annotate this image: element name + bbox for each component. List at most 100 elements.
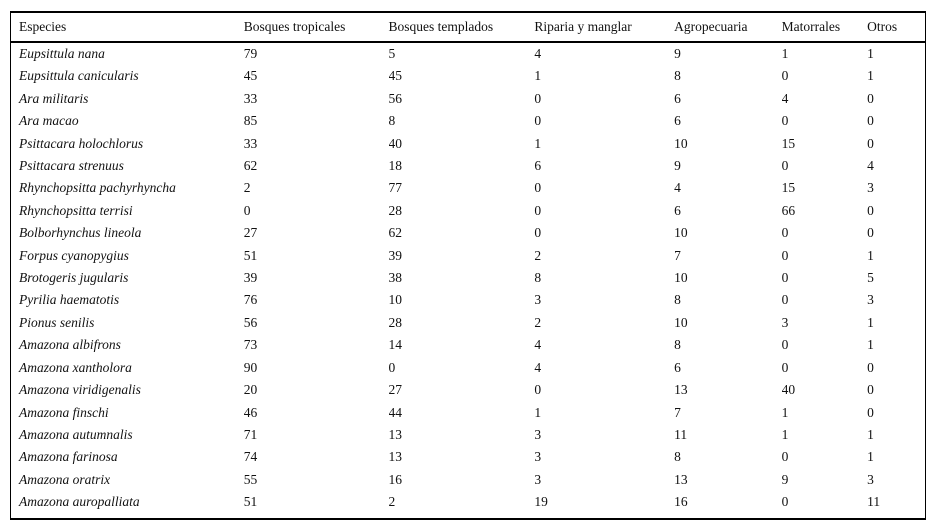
value-cell: 56	[388, 90, 403, 106]
value-cell: 6	[674, 113, 681, 129]
table-row: Amazona viridigenalis 20 27 0 13 40 0	[11, 379, 926, 401]
value-cell: 0	[534, 180, 542, 196]
value-cell: 10	[674, 225, 688, 241]
value-cell: 6	[674, 202, 681, 218]
value-cell: 85	[243, 113, 258, 129]
value-cell: 14	[388, 337, 403, 353]
value-cell: 5	[867, 270, 874, 286]
value-cell: 1	[781, 426, 789, 442]
value-cell: 44	[388, 404, 403, 420]
value-cell: 8	[674, 292, 681, 308]
species-name-cell: Pyrilia haematotis	[19, 292, 120, 308]
table-body: Eupsittula nana 79 5 4 9 1 1 Eupsittula canicul…	[11, 42, 926, 519]
value-cell: 1	[534, 68, 542, 84]
value-cell: 6	[674, 359, 681, 375]
value-cell: 66	[781, 202, 796, 218]
table-row: Amazona autumnalis 71 13 3 11 1 1	[11, 424, 926, 446]
value-cell: 27	[243, 225, 258, 241]
value-cell: 45	[388, 68, 403, 84]
value-cell: 1	[781, 404, 789, 420]
value-cell: 1	[534, 135, 542, 151]
value-cell: 15	[781, 180, 796, 196]
value-cell: 16	[388, 471, 403, 487]
table-row: Amazona xantholora 90 0 4 6 0 0	[11, 357, 926, 379]
species-name-cell: Rhynchopsitta terrisi	[19, 202, 133, 218]
value-cell: 39	[388, 247, 403, 263]
value-cell: 8	[674, 449, 681, 465]
table-row: Pionus senilis 56 28 2 10 3 1	[11, 312, 926, 334]
value-cell: 4	[534, 337, 542, 353]
value-cell: 0	[867, 359, 874, 375]
value-cell: 0	[243, 202, 251, 218]
value-cell: 0	[867, 90, 874, 106]
species-name-cell: Amazona albifrons	[19, 337, 121, 353]
value-cell: 90	[243, 359, 258, 375]
value-cell: 10	[388, 292, 403, 308]
column-header-especies: Especies	[10, 12, 244, 43]
value-cell: 1	[867, 426, 874, 442]
column-header-agropecuaria: Agropecuaria	[674, 12, 782, 43]
species-habitat-table: Especies Bosques tropicales Bosques templa…	[10, 11, 926, 520]
value-cell: 0	[534, 382, 542, 398]
value-cell: 3	[534, 292, 542, 308]
value-cell: 9	[674, 46, 681, 61]
value-cell: 40	[388, 135, 403, 151]
value-cell: 4	[867, 158, 874, 174]
value-cell: 27	[388, 382, 403, 398]
value-cell: 2	[388, 494, 396, 510]
value-cell: 18	[388, 158, 403, 174]
value-cell: 13	[674, 382, 688, 398]
table-row: Ara macao 85 8 0 6 0 0	[11, 110, 926, 132]
value-cell: 0	[781, 225, 789, 241]
value-cell: 33	[243, 135, 258, 151]
species-name-cell: Forpus cyanopygius	[19, 247, 129, 263]
value-cell: 4	[674, 180, 681, 196]
value-cell: 1	[867, 314, 874, 330]
value-cell: 0	[781, 247, 789, 263]
value-cell: 0	[781, 337, 789, 353]
table-row: Ara militaris 33 56 0 6 4 0	[11, 88, 926, 110]
value-cell: 8	[534, 270, 542, 286]
value-cell: 20	[243, 382, 258, 398]
value-cell: 3	[867, 292, 874, 308]
species-name-cell: Brotogeris jugularis	[19, 270, 129, 286]
species-name-cell: Amazona oratrix	[19, 471, 111, 487]
value-cell: 13	[388, 426, 403, 442]
table-row: Amazona finschi 46 44 1 7 1 0	[11, 402, 926, 424]
value-cell: 0	[781, 292, 789, 308]
value-cell: 5	[388, 46, 396, 61]
species-name-cell: Psittacara strenuus	[19, 158, 124, 174]
value-cell: 1	[867, 68, 874, 84]
table-row: Amazona farinosa 74 13 3 8 0 1	[11, 446, 926, 468]
value-cell: 33	[243, 90, 258, 106]
value-cell: 0	[781, 68, 789, 84]
value-cell: 6	[674, 90, 681, 106]
value-cell: 2	[534, 314, 542, 330]
species-name-cell: Psittacara holochlorus	[19, 135, 144, 151]
value-cell: 3	[867, 471, 874, 487]
value-cell: 3	[534, 471, 542, 487]
value-cell: 9	[781, 471, 789, 487]
value-cell: 1	[867, 337, 874, 353]
value-cell: 3	[867, 180, 874, 196]
value-cell: 76	[243, 292, 258, 308]
species-name-cell: Ara macao	[19, 113, 79, 129]
value-cell: 3	[781, 314, 789, 330]
species-name-cell: Bolborhynchus lineola	[19, 225, 142, 241]
table-row: Amazona auropalliata 51 2 19 16 0 11	[11, 491, 926, 518]
table-row: Brotogeris jugularis 39 38 8 10 0 5	[11, 267, 926, 289]
value-cell: 3	[534, 426, 542, 442]
value-cell: 0	[781, 359, 789, 375]
value-cell: 1	[867, 449, 874, 465]
header-row: Especies Bosques tropicales Bosques templa…	[10, 12, 926, 43]
value-cell: 62	[243, 158, 258, 174]
value-cell: 7	[674, 404, 681, 420]
value-cell: 74	[243, 449, 258, 465]
value-cell: 0	[867, 135, 874, 151]
value-cell: 2	[534, 247, 542, 263]
value-cell: 7	[674, 247, 681, 263]
value-cell: 11	[674, 426, 688, 442]
value-cell: 10	[674, 135, 688, 151]
value-cell: 13	[388, 449, 403, 465]
table-row: Rhynchopsitta terrisi 0 28 0 6 66 0	[11, 200, 926, 222]
